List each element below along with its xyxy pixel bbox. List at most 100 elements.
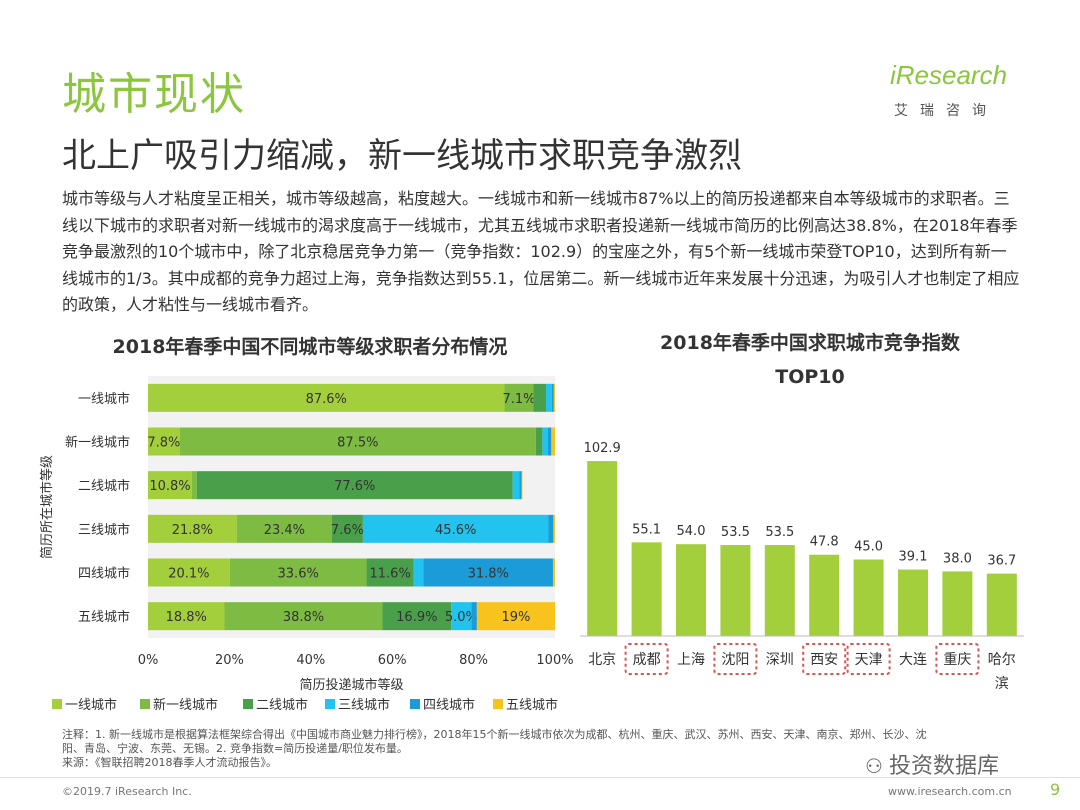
bar-segment bbox=[362, 514, 549, 543]
highlight-box bbox=[935, 643, 980, 675]
data-label: 33.6% bbox=[278, 567, 319, 582]
bar bbox=[853, 559, 884, 636]
data-label: 77.6% bbox=[334, 479, 375, 494]
y-tick-label: 一线城市 bbox=[78, 391, 130, 407]
logo-sub: 艾瑞咨询 bbox=[894, 103, 998, 119]
x-tick-label: 20% bbox=[215, 653, 244, 668]
legend-swatch bbox=[243, 699, 253, 709]
data-label: 16.9% bbox=[396, 610, 437, 625]
right-chart-title-line2: TOP10 bbox=[775, 366, 845, 388]
value-label: 45.0 bbox=[854, 540, 883, 555]
bar-segment bbox=[521, 471, 523, 500]
bar-segment bbox=[148, 427, 180, 456]
bar-segment bbox=[196, 471, 513, 500]
bar-segment bbox=[382, 602, 452, 631]
x-tick-label: 80% bbox=[459, 653, 488, 668]
bar-segment bbox=[451, 602, 472, 631]
x-tick-label: 北京 bbox=[588, 652, 616, 668]
page-number: 9 bbox=[1050, 780, 1061, 799]
bar-segment bbox=[519, 471, 522, 500]
bar bbox=[986, 573, 1017, 636]
x-tick-label: 40% bbox=[296, 653, 325, 668]
x-tick-label: 成都 bbox=[633, 652, 661, 668]
body-paragraph: 城市等级与人才粘度呈正相关，城市等级越高，粘度越大。一线城市和新一线城市87%以… bbox=[62, 189, 1020, 314]
x-tick-label: 哈尔 bbox=[988, 652, 1016, 668]
wechat-icon: ⚇ bbox=[865, 754, 883, 778]
bar-segment bbox=[476, 602, 555, 631]
y-axis-title: 简历所在城市等级 bbox=[39, 455, 55, 559]
x-tick-label: 大连 bbox=[899, 652, 927, 668]
bar-segment bbox=[413, 558, 424, 587]
legend-swatch bbox=[410, 699, 420, 709]
bar-segment bbox=[471, 602, 477, 631]
highlight-box bbox=[713, 643, 758, 675]
bar-segment bbox=[148, 383, 505, 412]
legend-swatch bbox=[52, 699, 62, 709]
data-label: 19% bbox=[501, 610, 530, 625]
stacked-bar-chart: 一线城市 87.6% 7.1% 新一线城市 7.8% 87.5% 二线城市 10.8% 77.6… bbox=[39, 376, 574, 713]
x-tick-label: 天津 bbox=[855, 652, 883, 668]
value-label: 54.0 bbox=[677, 524, 706, 539]
bar-segment bbox=[504, 383, 534, 412]
bar-segment bbox=[366, 558, 414, 587]
legend-swatch bbox=[140, 699, 150, 709]
x-tick-label: 深圳 bbox=[766, 652, 794, 668]
bar-segment bbox=[547, 427, 552, 456]
data-label: 31.8% bbox=[468, 567, 509, 582]
x-tick-label: 上海 bbox=[677, 652, 705, 668]
data-label: 87.6% bbox=[306, 392, 347, 407]
bar bbox=[942, 571, 973, 636]
legend-label: 五线城市 bbox=[506, 697, 558, 713]
watermark: ⚇ 投资数据库 bbox=[865, 748, 999, 780]
data-label: 20.1% bbox=[168, 567, 209, 582]
bar-segment bbox=[512, 471, 520, 500]
x-tick-label: 60% bbox=[378, 653, 407, 668]
footer-divider bbox=[0, 777, 1080, 778]
x-tick-label: 沈阳 bbox=[721, 652, 749, 668]
bar bbox=[720, 545, 751, 636]
bar-segment bbox=[533, 383, 547, 412]
legend-label: 二线城市 bbox=[256, 697, 308, 713]
bar-segment bbox=[224, 602, 383, 631]
bar-segment bbox=[148, 558, 230, 587]
bar-segment bbox=[229, 558, 367, 587]
data-label: 5.0% bbox=[445, 610, 478, 625]
bar bbox=[676, 544, 706, 636]
bar-segment bbox=[551, 427, 555, 456]
footnote-line1: 注释：1. 新一线城市是根据算法框架综合得出《中国城市商业魅力排行榜》，2018… bbox=[62, 728, 927, 741]
value-label: 55.1 bbox=[632, 522, 661, 537]
data-label: 7.8% bbox=[147, 436, 180, 451]
x-tick-label: 西安 bbox=[810, 652, 838, 668]
bar-segment bbox=[546, 383, 552, 412]
footnote: 注释：1. 新一线城市是根据算法框架综合得出《中国城市商业魅力排行榜》，2018… bbox=[62, 728, 1022, 770]
value-label: 53.5 bbox=[721, 525, 750, 540]
bar-segment bbox=[542, 427, 548, 456]
watermark-text: 投资数据库 bbox=[888, 754, 999, 779]
bar-segment bbox=[548, 514, 554, 543]
y-tick-label: 五线城市 bbox=[78, 609, 130, 625]
value-label: 39.1 bbox=[899, 550, 928, 565]
footnote-source: 来源：《智联招聘2018春季人才流动报告》。 bbox=[62, 756, 277, 769]
y-tick-label: 二线城市 bbox=[78, 478, 130, 494]
bar bbox=[631, 542, 662, 636]
logo-brand: iResearch bbox=[890, 60, 1008, 90]
legend-label: 三线城市 bbox=[338, 697, 390, 713]
page-subtitle: 北上广吸引力缩减，新一线城市求职竞争激烈 bbox=[62, 136, 742, 176]
data-label: 11.6% bbox=[370, 567, 411, 582]
value-label: 102.9 bbox=[584, 441, 621, 456]
bar bbox=[764, 545, 795, 636]
bar-segment bbox=[148, 471, 192, 500]
bar-segment bbox=[423, 558, 553, 587]
y-tick-label: 三线城市 bbox=[78, 522, 130, 538]
legend-swatch bbox=[493, 699, 503, 709]
data-label: 7.6% bbox=[331, 523, 364, 538]
bar-segment bbox=[191, 471, 197, 500]
bar bbox=[809, 554, 840, 636]
legend-swatch bbox=[325, 699, 335, 709]
data-label: 45.6% bbox=[435, 523, 476, 538]
value-label: 36.7 bbox=[987, 554, 1016, 569]
bar-segment bbox=[179, 427, 536, 456]
iresearch-logo: iResearch 艾瑞咨询 bbox=[880, 58, 1030, 128]
data-label: 21.8% bbox=[172, 523, 213, 538]
legend-label: 四线城市 bbox=[423, 697, 475, 713]
